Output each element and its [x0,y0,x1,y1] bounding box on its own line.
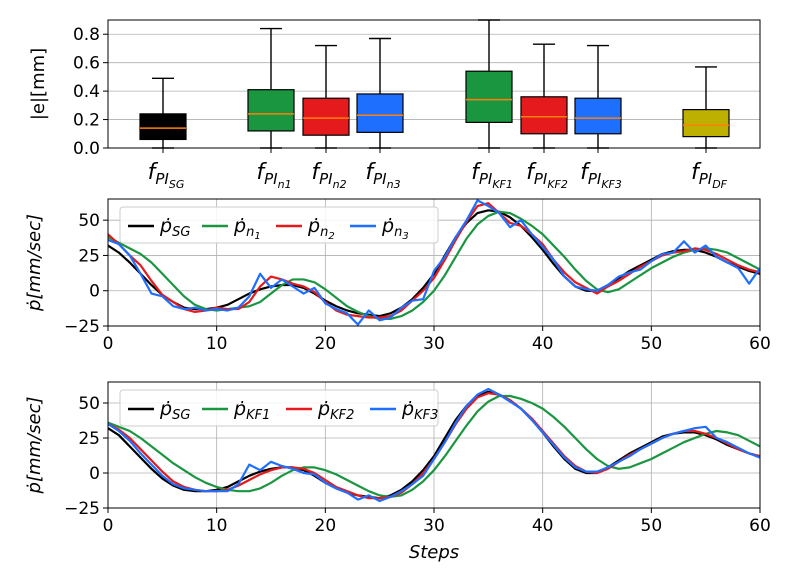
x-tick-label: fPIDF [691,160,728,191]
y-tick-label: 0 [89,464,100,484]
y-tick-label: 0.8 [73,25,100,45]
box-n2 [302,97,350,136]
x-tick-label: 40 [532,516,554,536]
x-tick-label: 10 [206,334,228,354]
y-tick-label: −25 [64,317,100,337]
series-line-KF3 [108,387,760,503]
x-tick-label: fPIKF3 [580,160,622,191]
legend-label: ṗKF3 [401,398,438,423]
series-line-n3 [108,199,760,326]
x-tick-label: 20 [315,334,337,354]
y-tick-label: 0 [89,282,100,302]
x-tick-label: fPIn2 [311,160,346,191]
y-tick-label: 25 [78,429,100,449]
box-KF2 [520,96,568,135]
y-axis-label: |e|[mm] [28,48,49,120]
x-tick-label: 20 [315,516,337,536]
legend-label: ṗn3 [381,215,409,242]
x-tick-label: fPIn1 [256,160,291,191]
y-tick-label: 0.4 [73,82,100,102]
y-tick-label: 0.6 [73,54,100,74]
box-DF [682,108,730,138]
plot-frame [107,19,761,149]
x-tick-label: 30 [423,334,445,354]
x-tick-label: fPISG [148,160,185,191]
legend-label: ṗn2 [307,215,335,242]
x-tick-label: fPIKF1 [471,160,513,191]
legend: ṗSG ṗKF1 ṗKF2 ṗKF3 [119,389,439,427]
box-n1 [247,89,295,132]
legend-label: ṗKF2 [317,398,354,423]
series-line-SG [108,390,760,500]
x-tick-label: 10 [206,516,228,536]
legend-box [119,389,439,427]
box-KF3 [574,97,622,135]
series-group [108,199,760,326]
series-line-KF1 [108,394,760,498]
x-tick-label: 40 [532,334,554,354]
legend-label: ṗn1 [233,215,261,242]
y-tick-label: 25 [78,246,100,266]
y-tick-label: 50 [78,211,100,231]
legend-label: ṗSG [159,398,190,423]
x-tick-label: 60 [749,334,771,354]
series-line-n1 [108,210,760,321]
x-tick-label: 50 [641,334,663,354]
y-tick-label: 0.2 [73,111,100,131]
x-axis-label: Steps [409,542,459,563]
y-tick-label: −25 [64,499,100,519]
x-tick-label: 0 [103,516,114,536]
plot-frame [107,198,761,327]
box-SG [139,113,187,141]
x-tick-label: fPIKF2 [526,160,568,191]
y-tick-label: 50 [78,394,100,414]
y-axis-label: ṗ[mm/sec] [24,214,45,312]
legend-label: ṗKF1 [233,398,270,423]
y-axis-label: ṗ[mm/sec] [24,397,45,495]
series-group [108,387,760,503]
box-plot-panel: 0.0 0.2 0.4 0.6 0.8 |e|[mm] fPISG fPIn1 fPIn2 fPI… [28,19,761,191]
legend-label: ṗSG [159,215,190,240]
x-tick-label: 30 [423,516,445,536]
x-tick-label: 50 [641,516,663,536]
legend: ṗSG ṗn1 ṗn2 ṗn3 [119,206,439,244]
y-tick-label: 0.0 [73,139,100,159]
box-KF1 [465,70,513,123]
box-n3 [356,93,404,133]
x-tick-label: 0 [103,334,114,354]
plot-frame [107,381,761,509]
x-tick-label: 60 [749,516,771,536]
x-tick-label: fPIn3 [365,160,400,191]
